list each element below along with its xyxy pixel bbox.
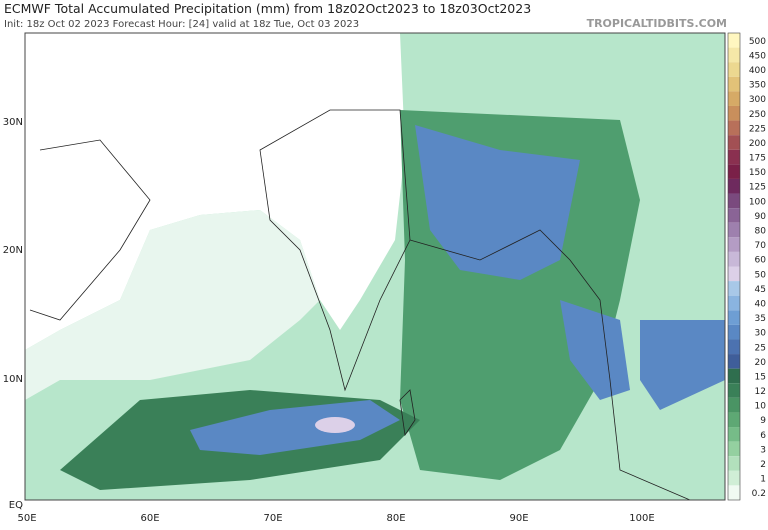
colorbar-cell (728, 354, 740, 369)
lat-label: 30N (3, 117, 23, 128)
colorbar-label: 300 (749, 95, 766, 105)
colorbar-cell (728, 427, 740, 442)
colorbar-label: 250 (749, 110, 766, 120)
colorbar-cell (728, 62, 740, 77)
colorbar-label: 225 (749, 124, 766, 134)
light-precip (25, 210, 320, 400)
colorbar-label: 12 (755, 387, 766, 397)
coastline (259, 109, 411, 392)
colorbar-label: 90 (755, 212, 767, 222)
very-heavy-precip (315, 417, 355, 433)
colorbar-cell (728, 120, 740, 136)
colorbar-label: 200 (749, 139, 766, 149)
colorbar-frame (727, 32, 741, 501)
colorbar-cell (728, 91, 740, 106)
lat-label: EQ (9, 500, 23, 511)
colorbar-cell (728, 47, 740, 63)
colorbar-cell (728, 149, 740, 165)
colorbar-cell (728, 76, 740, 92)
coastline (399, 389, 416, 437)
heavy-precip (640, 320, 725, 410)
lat-label: 20N (3, 245, 23, 256)
colorbar-cell (728, 485, 740, 500)
lon-label: 60E (140, 513, 159, 524)
colorbar-cell (728, 470, 740, 486)
colorbar-label: 25 (755, 343, 766, 353)
colorbar-label: 350 (749, 81, 766, 91)
colorbar-label: 15 (755, 372, 766, 382)
colorbar-cell (728, 281, 740, 296)
map-frame (24, 32, 726, 501)
lon-label: 70E (263, 513, 282, 524)
lon-label: 80E (386, 513, 405, 524)
title: ECMWF Total Accumulated Precipitation (m… (4, 1, 531, 16)
coastline (409, 229, 691, 501)
colorbar-label: 80 (755, 227, 767, 237)
colorbar-label: 100 (749, 197, 766, 207)
colorbar-label: 20 (755, 358, 767, 368)
colorbar-label: 30 (755, 329, 767, 339)
colorbar-cell (728, 164, 740, 179)
lon-label: 50E (17, 513, 36, 524)
watermark: TROPICALTIDBITS.COM (587, 17, 727, 30)
coastline (29, 139, 151, 321)
colorbar-label: 0.2 (752, 489, 766, 499)
colorbar-label: 2 (760, 460, 766, 470)
colorbar-label: 10 (755, 402, 767, 412)
dry-land (25, 33, 405, 350)
colorbar-label: 125 (749, 183, 766, 193)
colorbar-label: 40 (755, 299, 767, 309)
heavy-precip (560, 300, 630, 400)
colorbar-cell (728, 456, 740, 471)
colorbar-label: 60 (755, 256, 767, 266)
colorbar-label: 50 (755, 270, 767, 280)
colorbar-cell (728, 383, 740, 398)
colorbar-cell (728, 368, 740, 384)
lon-label: 100E (629, 513, 654, 524)
colorbar-cell (728, 441, 740, 457)
colorbar-cell (728, 339, 740, 355)
map (24, 32, 726, 501)
colorbar-cell (728, 222, 740, 238)
lat-label: 10N (3, 374, 23, 385)
colorbar-cell (728, 237, 740, 252)
colorbar-label: 175 (749, 154, 766, 164)
colorbar-label: 500 (749, 37, 766, 47)
heavy-precip (415, 125, 580, 280)
colorbar-label: 45 (755, 285, 766, 295)
colorbar-label: 6 (760, 431, 766, 441)
colorbar-label: 35 (755, 314, 766, 324)
colorbar-cell (728, 105, 740, 121)
colorbar-label: 9 (760, 416, 766, 426)
colorbar-cell (728, 33, 740, 48)
colorbar-label: 150 (749, 168, 766, 178)
colorbar-cell (728, 266, 740, 282)
colorbar-cell (728, 412, 740, 428)
colorbar-label: 3 (760, 445, 766, 455)
colorbar-label: 400 (749, 66, 766, 76)
colorbar-cell (728, 324, 740, 340)
lon-label: 90E (509, 513, 528, 524)
colorbar-label: 70 (755, 241, 767, 251)
colorbar-cell (728, 251, 740, 267)
colorbar-cell (728, 397, 740, 413)
colorbar-cell (728, 295, 740, 311)
colorbar-cell (728, 178, 740, 194)
heavy-precip (190, 400, 400, 455)
colorbar-cell (728, 208, 740, 223)
colorbar-cell (728, 310, 740, 325)
colorbar-label: 450 (749, 51, 766, 61)
colorbar-label: 1 (760, 475, 766, 485)
colorbar-cell (728, 193, 740, 209)
colorbar-cell (728, 135, 740, 150)
subtitle: Init: 18z Oct 02 2023 Forecast Hour: [24… (4, 19, 359, 30)
